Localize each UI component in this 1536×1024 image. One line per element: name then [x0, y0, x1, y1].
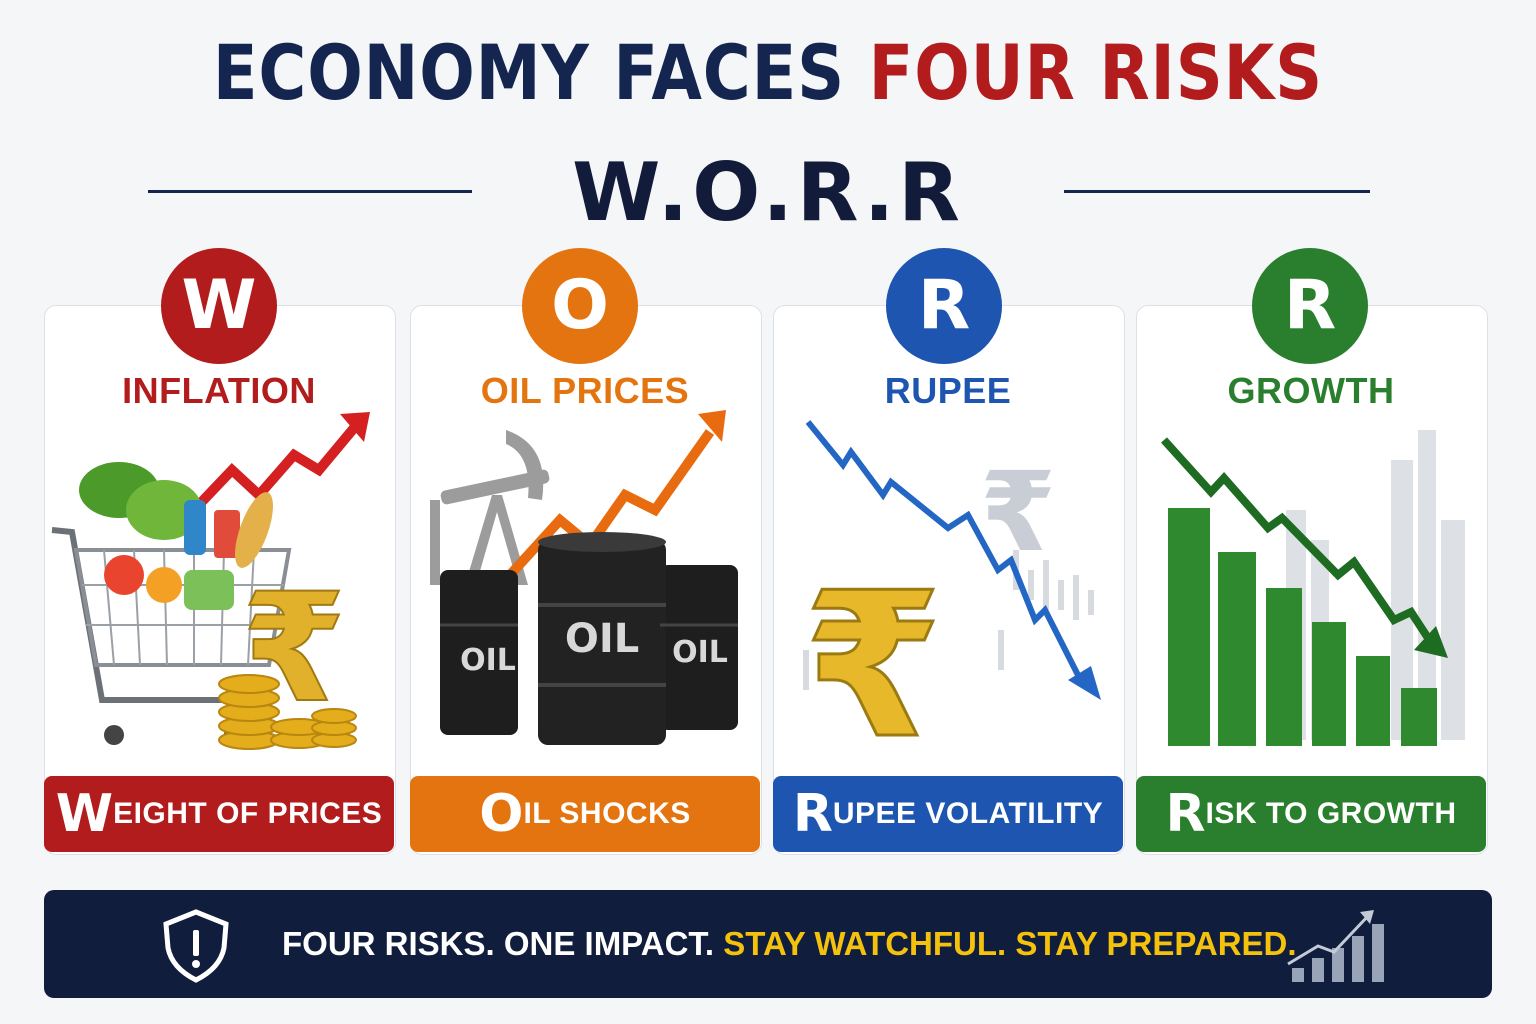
category-inflation: INFLATION — [122, 370, 316, 411]
barrel-label: OIL — [565, 616, 639, 662]
barrel-label: OIL — [672, 635, 728, 670]
falling-arrow-icon — [805, 420, 1101, 700]
footer-risk-to-growth: R ISK TO GROWTH — [1136, 776, 1486, 852]
badge-w: W — [161, 248, 277, 364]
footer-weight-of-prices: W EIGHT OF PRICES — [44, 776, 394, 852]
footer-text: UPEE VOLATILITY — [832, 797, 1104, 830]
category-growth: GROWTH — [1227, 370, 1395, 411]
footer-text: EIGHT OF PRICES — [113, 797, 383, 830]
barrel-label: OIL — [460, 643, 516, 678]
oil-barrel-icon — [440, 532, 738, 745]
shopping-cart-icon — [51, 462, 292, 745]
banner-text-yellow: STAY WATCHFUL. STAY PREPARED. — [723, 925, 1297, 962]
rupee-illustration: ₹ ₹ — [802, 420, 1101, 770]
rising-arrow-icon — [506, 410, 726, 579]
oil-illustration: OIL OIL OIL — [430, 410, 738, 745]
badge-o: O — [522, 248, 638, 364]
falling-arrow-icon — [1161, 437, 1448, 658]
growth-illustration — [1161, 430, 1465, 746]
footer-initial: R — [792, 784, 833, 844]
growth-chart-icon — [1287, 910, 1384, 982]
footer-text: ISK TO GROWTH — [1205, 797, 1457, 830]
footer-text: IL SHOCKS — [523, 797, 691, 830]
shield-alert-icon — [163, 909, 229, 983]
inflation-illustration: ₹ — [51, 412, 370, 750]
title-part-1: ECONOMY FACES — [212, 28, 846, 117]
footer-initial: W — [55, 784, 114, 844]
banner-message: FOUR RISKS. ONE IMPACT. STAY WATCHFUL. S… — [282, 890, 1297, 998]
rupee-icon: ₹ — [803, 550, 942, 770]
rising-arrow-icon — [190, 412, 370, 514]
main-title: ECONOMY FACES FOUR RISKS — [108, 28, 1429, 118]
footer-rupee-volatility: R UPEE VOLATILITY — [773, 776, 1123, 852]
title-part-2: FOUR RISKS — [868, 28, 1324, 117]
bar-chart-icon — [1168, 508, 1437, 746]
footer-oil-shocks: O IL SHOCKS — [410, 776, 760, 852]
rupee-icon: ₹ — [242, 562, 346, 736]
subtitle-row: W.O.R.R — [0, 148, 1536, 238]
coin-stack-icon — [218, 674, 357, 750]
footer-initial: O — [479, 784, 524, 844]
category-oil-prices: OIL PRICES — [480, 370, 690, 411]
footer-initial: R — [1165, 784, 1206, 844]
card-rupee — [773, 305, 1125, 855]
oil-pump-icon — [430, 430, 550, 585]
banner-text-white: FOUR RISKS. ONE IMPACT. — [282, 925, 715, 962]
badge-r-rupee: R — [886, 248, 1002, 364]
badge-r-growth: R — [1252, 248, 1368, 364]
acronym-subtitle: W.O.R.R — [572, 146, 964, 239]
divider-left — [148, 190, 472, 193]
divider-right — [1064, 190, 1370, 193]
bottom-banner: FOUR RISKS. ONE IMPACT. STAY WATCHFUL. S… — [44, 890, 1492, 998]
category-rupee: RUPEE — [884, 370, 1012, 411]
